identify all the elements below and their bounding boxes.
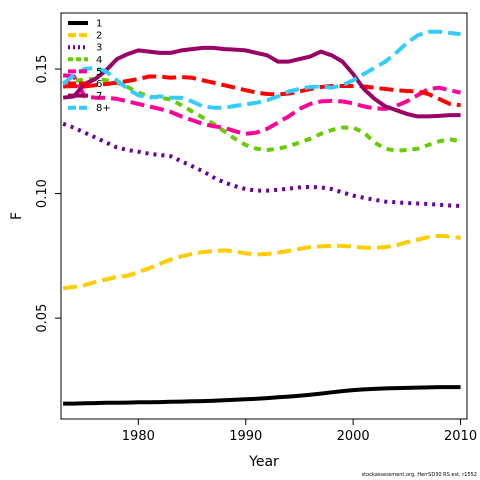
series-line-7 (62, 45, 461, 119)
footer-credit: stockassessment.org, HerrSD30 RS est, r1… (361, 472, 477, 478)
y-tick-label-0: 0.05 (35, 304, 50, 333)
legend-label-3: 3 (96, 43, 102, 54)
x-tick-label-1980: 1980 (122, 429, 155, 444)
plot-frame (60, 12, 468, 420)
series-line-4 (62, 77, 461, 153)
series-group (61, 29, 462, 406)
legend-label-2: 2 (96, 31, 102, 42)
y-tick-label-1: 0.10 (35, 179, 50, 208)
legend-label-6: 6 (96, 79, 102, 90)
series-line-8plus (61, 29, 461, 110)
legend-label-5: 5 (96, 67, 102, 78)
x-tick-label-2010: 2010 (444, 429, 477, 444)
x-tick-label-2000: 2000 (337, 429, 370, 444)
legend-label-7: 7 (96, 91, 102, 102)
y-axis: 0.05 0.10 0.15 (35, 55, 61, 333)
series-line-1 (63, 385, 461, 406)
y-axis-label: F (9, 212, 25, 220)
x-axis-label: Year (248, 454, 279, 470)
series-line-3 (62, 121, 461, 208)
x-tick-label-1990: 1990 (229, 429, 262, 444)
legend-label-4: 4 (96, 55, 102, 66)
series-line-6 (63, 74, 461, 108)
y-tick-label-2: 0.15 (35, 55, 50, 84)
series-line-2 (62, 233, 461, 291)
legend-label-8plus: 8+ (96, 103, 111, 114)
x-axis: 1980 1990 2000 2010 (122, 419, 477, 444)
legend-label-1: 1 (96, 19, 102, 30)
